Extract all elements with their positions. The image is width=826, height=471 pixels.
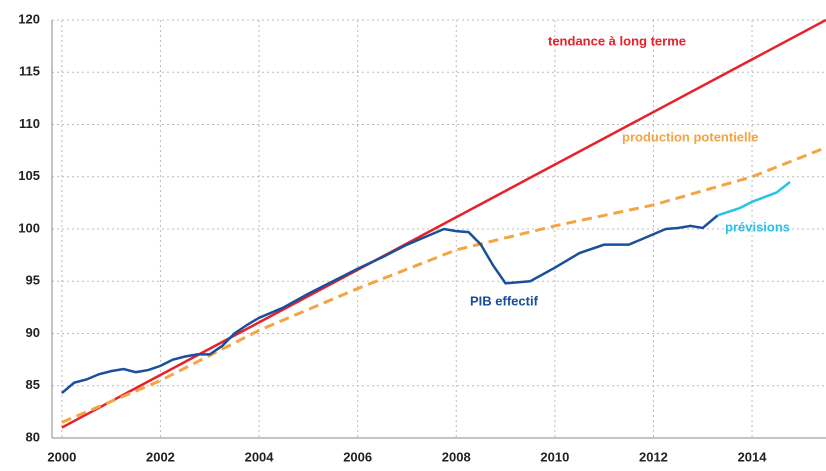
x-tick-label: 2012	[639, 449, 668, 464]
y-tick-label: 105	[18, 168, 40, 183]
x-tick-label: 2006	[343, 449, 372, 464]
series-label: prévisions	[725, 219, 790, 234]
y-tick-label: 85	[26, 377, 40, 392]
y-tick-label: 95	[26, 273, 40, 288]
x-tick-label: 2010	[540, 449, 569, 464]
series-line	[61, 18, 826, 429]
series-label: production potentielle	[622, 129, 759, 144]
series-label: PIB effectif	[470, 293, 539, 308]
series-label: tendance à long terme	[548, 33, 686, 48]
x-tick-label: 2008	[442, 449, 471, 464]
y-tick-label: 110	[19, 116, 40, 131]
y-tick-label: 90	[26, 325, 40, 340]
x-tick-label: 2004	[245, 449, 275, 464]
y-tick-label: 80	[26, 429, 40, 444]
series-line	[61, 146, 826, 424]
series-line	[61, 214, 719, 395]
y-tick-label: 115	[19, 64, 40, 79]
series-line	[717, 180, 791, 217]
x-tick-label: 2002	[146, 449, 175, 464]
x-tick-label: 2000	[47, 449, 76, 464]
y-tick-label: 100	[18, 220, 40, 235]
x-tick-label: 2014	[738, 449, 768, 464]
y-tick-label: 120	[18, 11, 40, 26]
